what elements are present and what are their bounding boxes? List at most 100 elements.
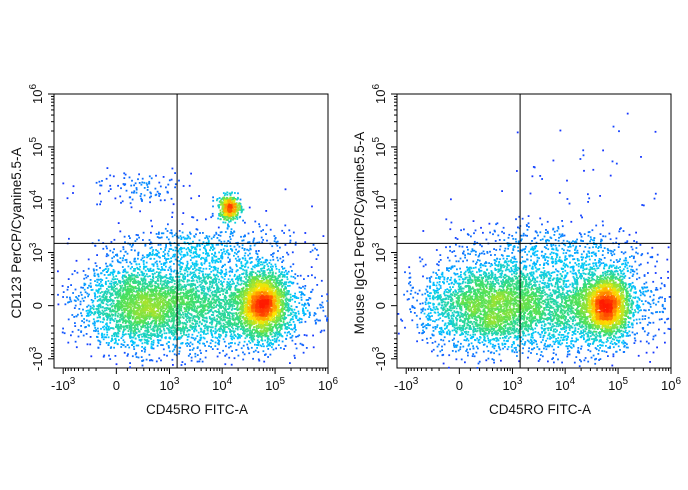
event-point [133,260,136,263]
event-point [157,286,159,289]
event-point [185,293,188,295]
event-point [211,290,214,293]
event-point [272,252,275,255]
event-point [233,337,235,340]
event-point [229,320,231,322]
event-point [221,251,224,254]
event-point [233,302,236,305]
event-point [281,340,284,343]
event-point [122,318,125,321]
event-point [234,317,237,319]
event-point [167,269,170,271]
event-point [164,337,167,340]
event-point [100,200,102,203]
event-point [221,270,224,273]
event-point [205,295,207,298]
event-point [277,326,280,329]
event-point [220,312,223,315]
event-point [269,228,272,231]
event-point [194,323,197,326]
event-point [210,237,213,240]
event-point [199,232,201,234]
event-point [170,273,172,276]
event-point [216,271,219,274]
event-point [134,249,136,252]
event-point [74,322,76,324]
event-point [149,243,151,245]
event-point [215,314,218,317]
event-point [226,227,229,230]
event-point [110,285,113,287]
event-point [220,231,223,233]
event-point [85,319,88,322]
event-point [205,333,207,335]
event-point [118,300,121,303]
event-point [218,200,221,203]
event-point [229,345,232,348]
event-point [272,331,275,334]
event-point [216,198,219,200]
event-point [131,344,133,346]
event-point [72,185,75,188]
event-point [162,276,165,279]
event-point [118,261,121,264]
event-point [281,229,284,232]
event-point [148,182,150,185]
event-point [173,333,176,336]
event-point [167,345,170,347]
event-point [253,237,256,240]
event-point [245,334,248,337]
event-point [178,346,181,349]
event-point [144,346,147,349]
event-point [190,272,193,275]
event-point [124,289,127,292]
event-point [200,322,203,325]
event-point [115,294,118,296]
event-point [173,282,176,285]
event-point [225,216,228,218]
event-point [133,184,135,187]
event-point [128,334,131,337]
event-point [169,337,171,339]
event-point [204,327,206,330]
event-point [115,281,118,283]
event-point [134,326,136,329]
event-point [114,317,117,320]
event-point [195,307,198,310]
event-point [262,334,264,337]
event-point [189,286,192,288]
event-point [238,334,241,336]
event-point [113,270,116,273]
event-point [207,237,209,240]
event-point [264,261,267,263]
event-point [151,279,154,281]
event-point [192,305,194,308]
event-point [133,333,136,335]
event-point [237,241,239,244]
event-point [278,333,281,336]
event-point [247,254,250,257]
event-point [252,350,255,353]
event-point [205,258,208,261]
event-point [160,269,162,271]
event-point [77,295,80,297]
event-point [217,217,219,220]
event-point [194,248,197,250]
event-point [161,288,164,291]
event-point [125,290,128,293]
event-point [302,285,304,288]
event-point [102,296,105,299]
event-point [128,328,131,331]
event-point [218,251,220,254]
event-point [216,260,219,263]
event-point [180,238,183,240]
event-point [179,302,182,305]
event-point [193,310,195,312]
event-point [237,333,239,335]
event-point [232,197,235,200]
event-point [157,285,160,288]
event-point [105,255,108,258]
event-point [178,306,181,309]
event-point [141,326,143,329]
event-point [294,312,296,314]
